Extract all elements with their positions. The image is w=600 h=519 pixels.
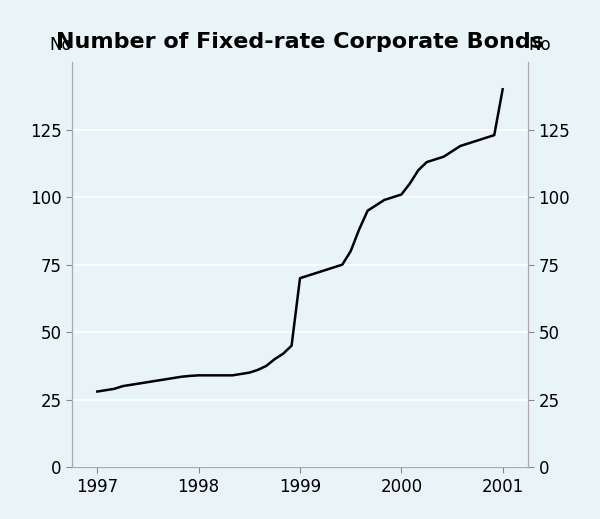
Text: No: No xyxy=(49,36,72,54)
Title: Number of Fixed-rate Corporate Bonds: Number of Fixed-rate Corporate Bonds xyxy=(56,32,544,52)
Text: No: No xyxy=(528,36,551,54)
